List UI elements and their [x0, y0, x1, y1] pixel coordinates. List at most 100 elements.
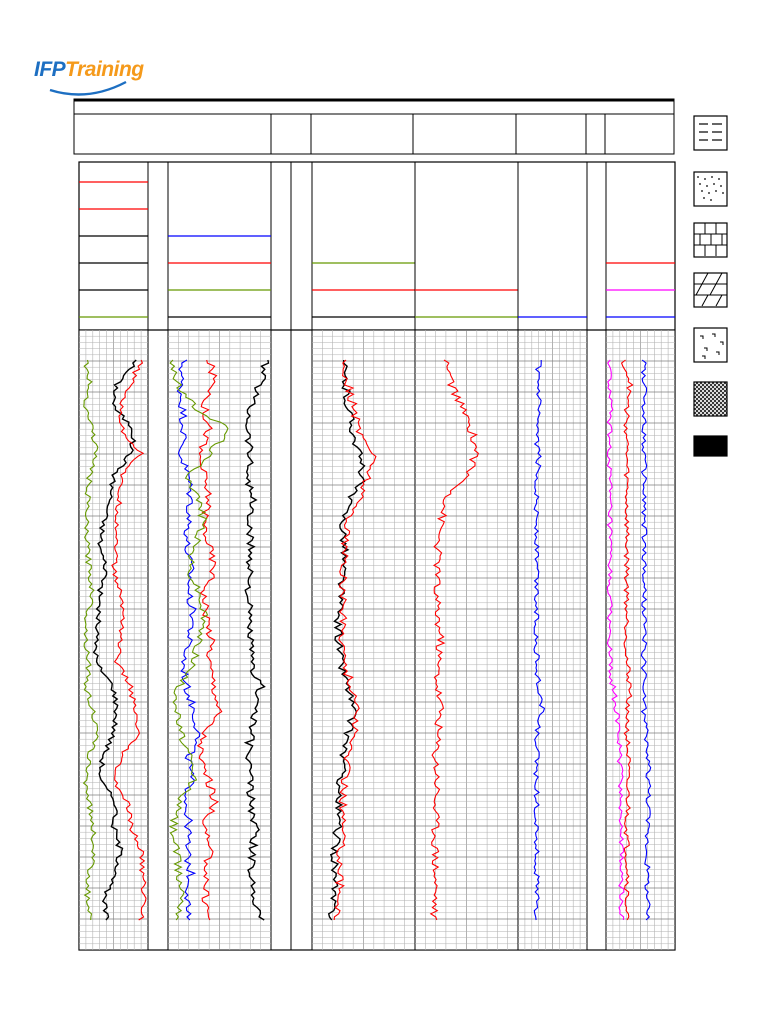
pattern-mark [719, 408, 728, 417]
pattern-mark [693, 395, 715, 417]
limestone-pattern-icon [693, 222, 728, 258]
pattern-mark [713, 183, 715, 185]
pattern-mark [707, 396, 728, 417]
pattern-mark [709, 283, 717, 296]
log-curve-blue [533, 360, 546, 921]
pattern-mark [693, 381, 699, 387]
pattern-mark [707, 381, 728, 402]
legend-swatch [693, 171, 728, 207]
track-header-1 [78, 162, 148, 330]
logo-prefix: IFP [34, 58, 66, 81]
shale-pattern-icon [693, 115, 728, 151]
legend-swatch [693, 435, 728, 457]
legend-swatch [693, 381, 728, 417]
pattern-mark [718, 178, 720, 180]
pattern-mark [693, 391, 719, 417]
track-header-5 [517, 162, 587, 330]
pattern-mark [715, 190, 717, 192]
log-curve-magenta [606, 359, 625, 921]
sandstone-pattern-icon [693, 171, 728, 207]
pattern-mark [711, 400, 728, 417]
pattern-mark [716, 351, 720, 355]
pattern-mark [693, 399, 711, 417]
pattern-mark [693, 381, 719, 407]
pattern-mark [715, 272, 723, 285]
track-grid-5 [517, 329, 588, 951]
pattern-mark [693, 381, 703, 391]
pattern-mark [719, 381, 728, 390]
pattern-mark [699, 183, 701, 185]
pattern-mark [693, 403, 707, 417]
track-grid-4 [414, 329, 519, 951]
track-grid-6 [605, 329, 676, 951]
pattern-mark [693, 411, 699, 417]
pattern-mark [693, 381, 727, 415]
track-header-4 [414, 162, 518, 330]
track-grid-1 [78, 329, 149, 951]
coal-pattern-icon [693, 435, 728, 457]
pattern-mark [703, 197, 705, 199]
log-curve-red [620, 359, 634, 921]
log-curve-blue [640, 359, 652, 921]
log-curve-black [92, 359, 137, 921]
pattern-mark [701, 272, 709, 285]
log-curve-green [168, 359, 229, 921]
pattern-mark [693, 381, 723, 411]
pattern-mark [715, 404, 728, 417]
pattern-mark [699, 381, 728, 410]
pattern-mark [699, 388, 728, 417]
pattern-mark [702, 355, 706, 359]
pattern-mark [693, 407, 703, 417]
pattern-mark [693, 387, 723, 417]
log-curve-red [429, 359, 479, 921]
pattern-mark [712, 333, 716, 337]
log-curve-black [243, 359, 270, 921]
log-curve-red [333, 359, 377, 921]
pattern-mark [723, 412, 728, 417]
logo-suffix: Training [65, 58, 144, 81]
company-logo: IFPTraining [34, 58, 144, 96]
pattern-mark [711, 381, 728, 398]
pattern-mark [723, 381, 728, 386]
logo-swoosh-icon [49, 80, 127, 96]
pattern-mark [715, 381, 728, 394]
pattern-mark [697, 176, 699, 178]
evaporite-pattern-icon [693, 327, 728, 363]
track-grid-2 [167, 329, 272, 951]
pattern-mark [695, 384, 728, 417]
log-curve-black [327, 359, 366, 921]
pattern-mark [706, 185, 708, 187]
track-header-6 [605, 162, 675, 330]
pattern-mark [700, 335, 704, 339]
pattern-mark [704, 178, 706, 180]
log-curve-red [196, 359, 223, 921]
log-curve-blue [176, 359, 201, 921]
pattern-mark [695, 381, 728, 414]
pattern-mark [720, 341, 724, 345]
log-curve-red [111, 359, 147, 921]
pattern-mark [710, 199, 712, 201]
pattern-mark [708, 192, 710, 194]
pattern-mark [693, 381, 707, 395]
legend-swatch [693, 327, 728, 363]
header-block [73, 98, 675, 155]
igneous-crosshatch-pattern-icon [693, 381, 728, 417]
pattern-mark [715, 294, 723, 307]
pattern-mark [722, 192, 724, 194]
dolomite-pattern-icon [693, 272, 728, 308]
legend-swatch [693, 115, 728, 151]
pattern-mark [701, 190, 703, 192]
logo-wordmark: IFPTraining [34, 58, 144, 82]
pattern-mark [693, 383, 727, 417]
track-header-2 [167, 162, 271, 330]
pattern-mark [711, 176, 713, 178]
pattern-mark [701, 294, 709, 307]
pattern-mark [695, 283, 703, 296]
legend-swatch [693, 272, 728, 308]
log-curve-green [82, 359, 99, 921]
pattern-mark [693, 381, 711, 399]
track-header-3 [311, 162, 415, 330]
pattern-mark [720, 185, 722, 187]
pattern-mark [704, 347, 708, 351]
